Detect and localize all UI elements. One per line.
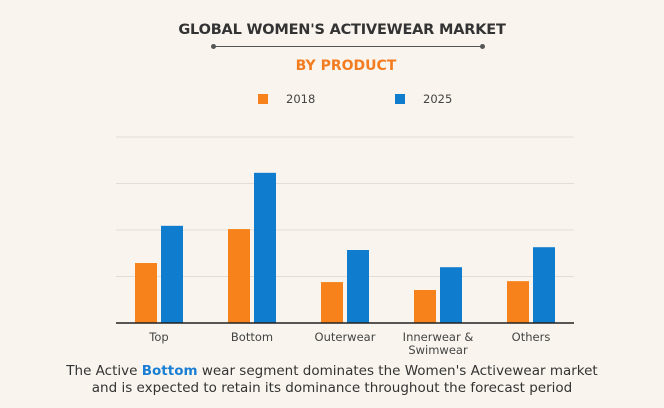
legend-swatch: [395, 94, 405, 104]
title-divider: [211, 44, 485, 49]
bar-2018-top: [135, 263, 157, 323]
legend-label: 2018: [286, 92, 316, 106]
caption-highlight: Bottom: [141, 363, 198, 379]
caption-line-1: The Active Bottom wear segment dominates…: [0, 363, 664, 380]
legend-item-2018: 2018: [258, 92, 315, 106]
x-tick-label: Outerwear: [315, 330, 376, 344]
x-tick-label: Others: [512, 330, 551, 344]
caption-line-2: and is expected to retain its dominance …: [91, 380, 573, 396]
x-tick-label: Bottom: [231, 330, 273, 344]
bar-2025-others: [533, 247, 555, 323]
chart-title: GLOBAL WOMEN'S ACTIVEWEAR MARKET: [178, 22, 506, 38]
x-tick-label: Innerwear &: [403, 330, 474, 344]
bar-2025-outerwear: [347, 249, 369, 323]
bar-2018-bottom: [228, 229, 250, 323]
legend-swatch: [258, 94, 268, 104]
legend-item-2025: 2025: [395, 92, 452, 106]
chart-subtitle: BY PRODUCT: [295, 58, 397, 74]
bar-2025-top: [161, 225, 183, 323]
legend-label: 2025: [423, 92, 453, 106]
bar-2025-bottom: [254, 172, 276, 323]
bar-2018-outerwear: [321, 282, 343, 323]
bar-2018-innerwear-swimwear: [414, 289, 436, 323]
caption-text: The Active: [66, 363, 142, 379]
x-tick-label: Top: [148, 330, 168, 344]
chart-caption: The Active Bottom wear segment dominates…: [0, 363, 664, 397]
bar-2018-others: [507, 281, 529, 323]
x-tick-label: Swimwear: [408, 343, 468, 357]
bar-2025-innerwear-swimwear: [440, 267, 462, 323]
caption-text: wear segment dominates the Women's Activ…: [197, 363, 598, 379]
